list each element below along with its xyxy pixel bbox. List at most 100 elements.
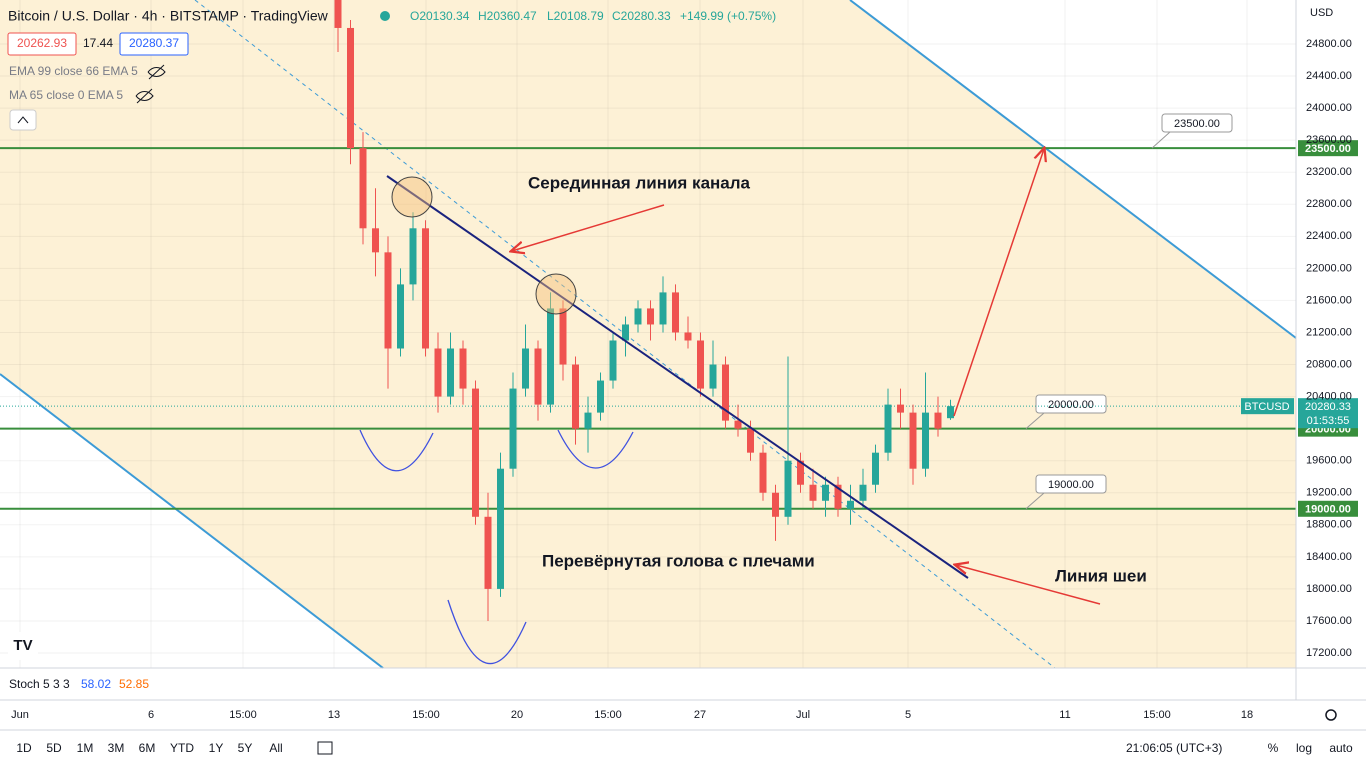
settings-icon[interactable]: [1325, 709, 1337, 721]
ohlc-open: O20130.34: [410, 9, 470, 23]
candle-body: [484, 516, 492, 589]
candle-body: [722, 364, 729, 421]
ohlc-high: H20360.47: [478, 9, 537, 23]
spread: 17.44: [83, 36, 113, 50]
candle-body: [572, 364, 579, 429]
candle-body: [647, 308, 654, 325]
candle-body: [897, 404, 904, 413]
candle-body: [909, 412, 917, 469]
x-tick-label: 15:00: [229, 709, 257, 721]
pattern-drawings: [359, 149, 1101, 665]
annotation: Линия шеи: [1055, 566, 1147, 585]
callout-stem: [1025, 412, 1045, 430]
hide-icon[interactable]: [135, 88, 154, 104]
annotation: Серединная линия канала: [528, 173, 751, 192]
x-tick-label: 27: [694, 709, 706, 721]
symbol-tag: [1241, 398, 1294, 415]
callout-label: 19000.00: [1048, 479, 1094, 491]
ohlc-close: C20280.33: [612, 9, 671, 23]
range-button[interactable]: YTD: [170, 741, 194, 755]
head-arc: [447, 599, 527, 665]
x-tick-label: Jul: [796, 709, 810, 721]
range-button[interactable]: All: [269, 741, 282, 755]
candle-body: [397, 284, 404, 349]
sell-box[interactable]: [7, 32, 77, 56]
y-tick-label: 24000.00: [1306, 102, 1352, 114]
candle-body: [622, 324, 629, 341]
candle-body: [672, 292, 679, 333]
candle-body: [409, 228, 417, 285]
currency[interactable]: USD: [1310, 7, 1333, 19]
touch-circle: [391, 176, 433, 218]
level-tag: [1298, 140, 1358, 157]
indicator: MA 65 close 0 EMA 5: [9, 88, 123, 102]
x-tick-label: 20: [511, 709, 523, 721]
range-button[interactable]: 1M: [77, 741, 94, 755]
channel-fill: [0, 0, 1296, 668]
level-tag-label: 19000.00: [1305, 504, 1351, 516]
range-button[interactable]: 1Y: [209, 741, 224, 755]
x-tick-label: 15:00: [594, 709, 622, 721]
chevron: [17, 116, 29, 124]
candle-body: [434, 348, 442, 397]
date-range-icon[interactable]: [317, 741, 333, 755]
range-button[interactable]: 3M: [108, 741, 125, 755]
candle-body: [422, 228, 429, 349]
shoulder-arc: [359, 429, 434, 472]
range-button[interactable]: 6M: [139, 741, 156, 755]
x-tick-label: 11: [1059, 709, 1070, 721]
candle-body: [709, 364, 717, 389]
ohlc-low: L20108.79: [547, 9, 604, 23]
collapse-button[interactable]: [9, 109, 37, 131]
scale-option[interactable]: log: [1296, 741, 1312, 755]
candle-body: [534, 348, 542, 405]
candle-body: [759, 452, 767, 493]
arrow: [512, 204, 665, 251]
touch-circle: [535, 273, 577, 315]
logo-text: TV: [13, 637, 32, 654]
candle-body: [922, 412, 929, 469]
chart-area: [0, 0, 1296, 668]
shoulder-arc: [557, 429, 634, 469]
legend: Bitcoin / U.S. Dollar · 4h · BITSTAMP · …: [7, 8, 776, 660]
y-tick-label: 24400.00: [1306, 70, 1352, 82]
y-tick-label: 19600.00: [1306, 455, 1352, 467]
range-button[interactable]: 1D: [16, 741, 32, 755]
stoch-d: 52.85: [119, 677, 149, 691]
candle-body: [459, 348, 467, 389]
scale-option[interactable]: auto: [1329, 741, 1353, 755]
scale-option[interactable]: %: [1268, 741, 1279, 755]
status-dot: [380, 11, 390, 21]
candle-body: [747, 428, 754, 453]
y-tick-label: 22000.00: [1306, 262, 1352, 274]
channel-line: [849, 0, 1297, 339]
y-tick-label: 20400.00: [1306, 390, 1352, 402]
range-button[interactable]: 5Y: [238, 741, 253, 755]
candle-body: [809, 484, 817, 501]
candle-body: [822, 484, 829, 501]
bid: 20262.93: [17, 36, 67, 50]
y-tick-label: 18800.00: [1306, 519, 1352, 531]
candle-body: [884, 404, 892, 453]
candle-body: [334, 0, 342, 28]
price-tag-label: 20280.33: [1305, 401, 1351, 413]
clock: 21:06:05 (UTC+3): [1126, 741, 1222, 755]
candle-body: [609, 340, 617, 381]
candle-body: [597, 380, 604, 413]
annotation: Перевёрнутая голова с плечами: [542, 551, 815, 570]
callout-box: [1035, 474, 1107, 494]
candle-body: [847, 500, 854, 509]
candle-body: [497, 468, 504, 589]
candle-body: [509, 388, 517, 469]
hide-icon[interactable]: [147, 64, 166, 80]
y-tick-label: 23200.00: [1306, 166, 1352, 178]
candle-body: [659, 292, 667, 325]
y-tick-label: 17600.00: [1306, 615, 1352, 627]
arrow: [956, 565, 1101, 605]
range-button[interactable]: 5D: [46, 741, 62, 755]
change: +149.99 (+0.75%): [680, 9, 776, 23]
buy-box[interactable]: [119, 32, 189, 56]
callout-stem: [1025, 492, 1045, 510]
callout-box: [1035, 394, 1107, 414]
